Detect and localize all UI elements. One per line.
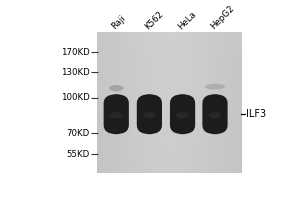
- Ellipse shape: [205, 84, 225, 90]
- Text: HeLa: HeLa: [176, 9, 198, 31]
- Text: 170KD: 170KD: [61, 48, 90, 57]
- Ellipse shape: [109, 85, 124, 91]
- Ellipse shape: [110, 112, 123, 119]
- FancyBboxPatch shape: [103, 94, 129, 134]
- Text: HepG2: HepG2: [208, 4, 236, 31]
- Text: 70KD: 70KD: [67, 129, 90, 138]
- Text: K562: K562: [143, 9, 165, 31]
- Ellipse shape: [209, 112, 221, 119]
- FancyBboxPatch shape: [170, 94, 195, 134]
- Text: Raji: Raji: [110, 13, 128, 31]
- FancyBboxPatch shape: [202, 94, 228, 134]
- Text: 100KD: 100KD: [61, 93, 90, 102]
- Text: 55KD: 55KD: [67, 150, 90, 159]
- Text: ILF3: ILF3: [246, 109, 266, 119]
- FancyBboxPatch shape: [137, 94, 162, 134]
- Text: 130KD: 130KD: [61, 68, 90, 77]
- Ellipse shape: [143, 112, 156, 119]
- Ellipse shape: [176, 112, 189, 119]
